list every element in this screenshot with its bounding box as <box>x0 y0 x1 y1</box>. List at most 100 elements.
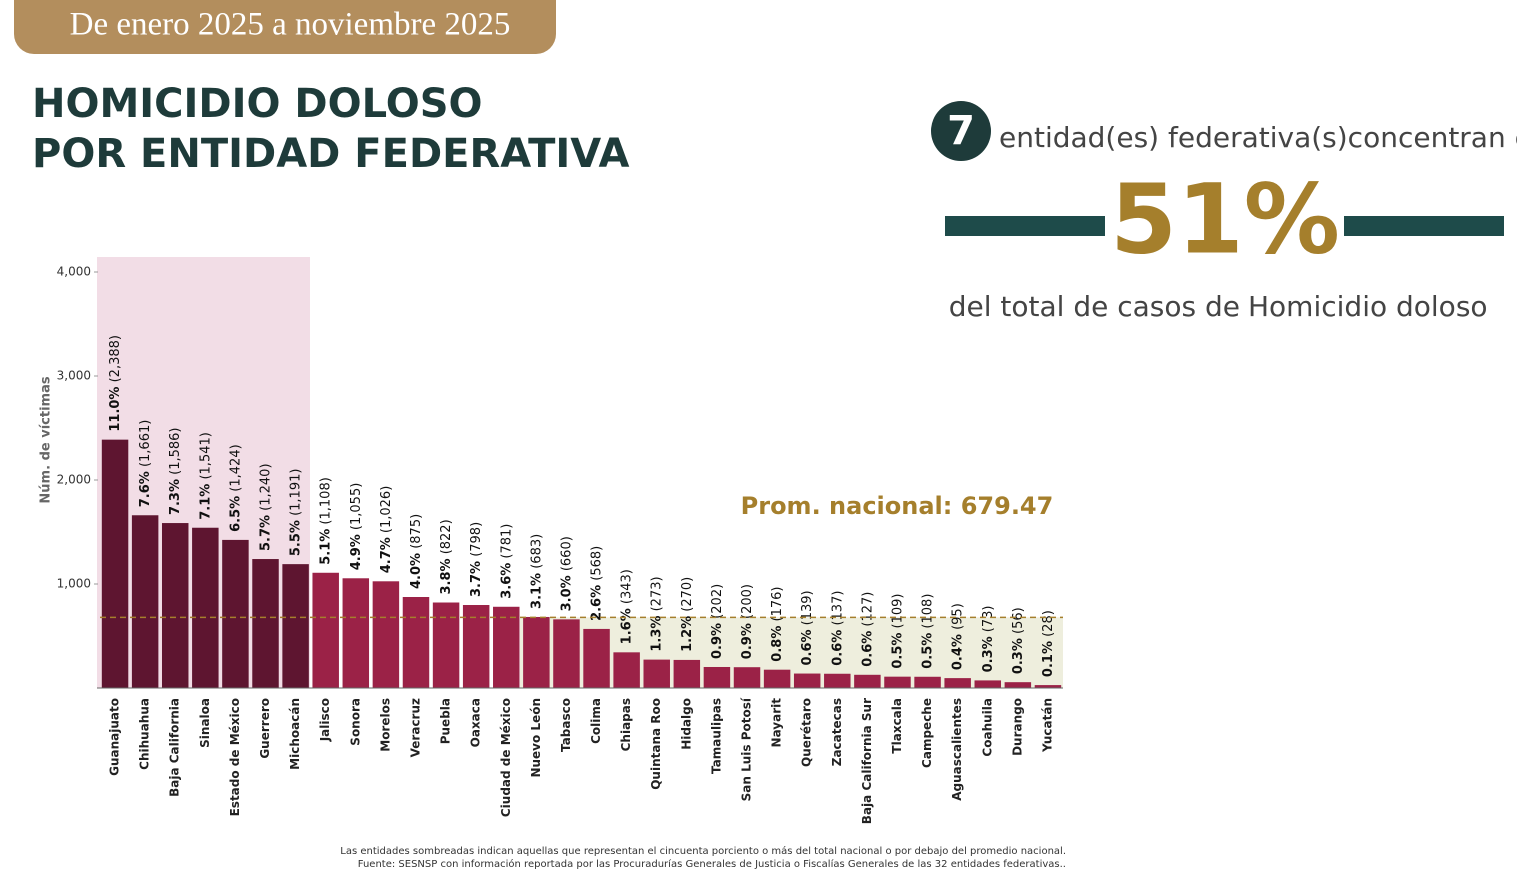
data-label: 5.5% (1,191) <box>288 469 303 557</box>
footnote: Las entidades sombreadas indican aquella… <box>340 845 1066 857</box>
data-label: 2.6% (568) <box>589 546 604 621</box>
data-label: 0.3% (56) <box>1010 607 1025 674</box>
data-label: 0.9% (202) <box>709 584 724 659</box>
percent-label: 0.3% <box>980 636 995 672</box>
x-tick-label: Aguascalientes <box>950 698 964 801</box>
data-label: 0.8% (176) <box>770 587 785 662</box>
period-pill <box>14 0 556 54</box>
percent-label: 0.6% <box>800 629 815 665</box>
data-label: 6.5% (1,424) <box>228 444 243 532</box>
percent-label: 5.5% <box>288 520 303 556</box>
count-label: (1,240) <box>258 463 273 510</box>
percent-label: 11.0% <box>108 387 123 432</box>
x-tick-label: Querétaro <box>800 698 814 767</box>
summary-text: del total de casos de <box>949 290 1240 323</box>
bar <box>161 523 189 688</box>
percent-label: 4.7% <box>378 537 393 573</box>
x-tick-label: Chihuahua <box>138 698 152 770</box>
count-badge <box>931 101 991 161</box>
bar <box>643 659 670 688</box>
x-tick-label: Sonora <box>348 698 362 746</box>
bar <box>222 539 249 688</box>
average-label: Prom. nacional: 679.47 <box>741 492 1054 520</box>
count-label: (95) <box>950 603 965 630</box>
bar <box>793 673 821 688</box>
data-label: 3.8% (822) <box>439 519 454 594</box>
bar <box>342 578 370 688</box>
count-label: (875) <box>408 514 423 549</box>
x-tick-label: Zacatecas <box>830 698 844 766</box>
title: POR ENTIDAD FEDERATIVA <box>32 131 630 177</box>
bar <box>1034 685 1062 688</box>
percent-label: 5.1% <box>318 529 333 565</box>
count-label: (822) <box>439 519 454 554</box>
bar <box>974 680 1002 688</box>
percent-label: 4.9% <box>348 534 363 570</box>
data-label: 0.1% (28) <box>1040 610 1055 677</box>
data-label: 3.7% (798) <box>469 522 484 597</box>
percent-label: 7.1% <box>198 484 213 520</box>
x-tick-label: Ciudad de México <box>499 698 513 817</box>
percent-label: 7.6% <box>138 471 153 507</box>
period: De enero 2025 a noviembre 2025 <box>70 7 511 43</box>
y-axis-label: Núm. de víctimas <box>39 376 54 503</box>
x-tick-label: Puebla <box>439 698 453 744</box>
x-tick-label: Guanajuato <box>108 698 122 776</box>
share: 51% <box>1110 163 1340 275</box>
percent-label: 3.8% <box>439 558 454 594</box>
x-tick-label: Tlaxcala <box>890 698 904 754</box>
y-tick-label: 4,000 <box>57 265 91 279</box>
count-label: (343) <box>619 569 634 604</box>
count-label: (1,191) <box>288 469 303 516</box>
x-tick-label: Nuevo León <box>529 698 543 778</box>
bar <box>1004 682 1032 688</box>
summary-text: entidad(es) federativa(s)concentran el <box>999 121 1517 154</box>
percent-label: 1.2% <box>679 616 694 652</box>
data-label: 4.0% (875) <box>408 514 423 589</box>
bar <box>131 515 159 688</box>
x-tick-label: Oaxaca <box>469 698 483 747</box>
percent-label: 5.7% <box>258 515 273 551</box>
count-label: (1,661) <box>138 420 153 467</box>
x-tick-label: Sinaloa <box>198 698 212 748</box>
count-label: (202) <box>709 584 724 619</box>
count-label: (2,388) <box>108 335 123 382</box>
data-label: 7.6% (1,661) <box>138 420 153 508</box>
x-tick-label: Baja California <box>168 698 182 797</box>
percent-label: 7.3% <box>168 479 183 515</box>
x-tick-label: Colima <box>589 698 603 744</box>
x-tick-label: Nayarit <box>770 698 784 748</box>
title: HOMICIDIO DOLOSO <box>32 81 483 127</box>
bar <box>733 667 761 688</box>
percent-label: 3.6% <box>499 563 514 599</box>
count-label: (127) <box>860 592 875 627</box>
bar <box>583 628 610 688</box>
data-label: 5.1% (1,108) <box>318 477 333 565</box>
count-label: (1,586) <box>168 427 183 474</box>
data-label: 3.0% (660) <box>559 536 574 611</box>
data-label: 1.3% (273) <box>649 576 664 651</box>
x-tick-label: Jalisco <box>318 698 332 742</box>
count-label: (270) <box>679 577 694 612</box>
x-tick-label: Guerrero <box>258 698 272 759</box>
bar <box>282 564 309 688</box>
bar <box>824 673 851 688</box>
count-label: (73) <box>980 606 995 633</box>
data-label: 1.2% (270) <box>679 577 694 652</box>
percent-label: 6.5% <box>228 496 243 532</box>
percent-label: 3.0% <box>559 575 574 611</box>
count-label: (1,026) <box>378 486 393 533</box>
count-label: (683) <box>529 534 544 569</box>
x-tick-label: Coahuila <box>980 698 994 757</box>
data-label: 3.6% (781) <box>499 524 514 599</box>
data-label: 4.7% (1,026) <box>378 486 393 574</box>
count-label: (798) <box>469 522 484 557</box>
percent-label: 0.5% <box>920 633 935 669</box>
bar <box>914 676 941 688</box>
bar <box>523 616 550 688</box>
data-label: 0.6% (137) <box>830 591 845 666</box>
x-tick-label: Morelos <box>378 698 392 752</box>
x-tick-label: Estado de México <box>228 698 242 816</box>
bar <box>703 666 731 688</box>
